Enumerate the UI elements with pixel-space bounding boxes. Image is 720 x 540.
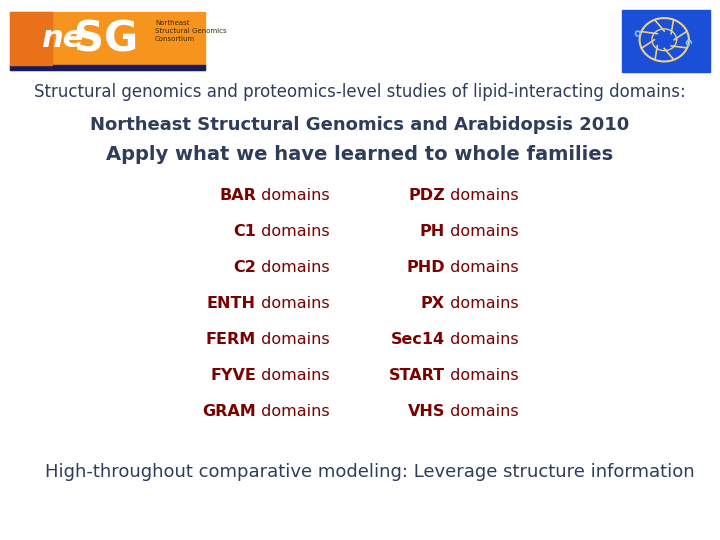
Text: Structural genomics and proteomics-level studies of lipid-interacting domains:: Structural genomics and proteomics-level…: [34, 83, 686, 101]
Text: C2: C2: [233, 260, 256, 274]
Bar: [622, 10, 710, 72]
Text: Northeast
Structural Genomics
Consortium: Northeast Structural Genomics Consortium: [155, 19, 227, 42]
Text: domains: domains: [445, 260, 518, 274]
Text: domains: domains: [256, 260, 330, 274]
Text: domains: domains: [445, 368, 518, 382]
Text: START: START: [389, 368, 445, 382]
Text: FYVE: FYVE: [210, 368, 256, 382]
Text: Apply what we have learned to whole families: Apply what we have learned to whole fami…: [107, 145, 613, 165]
Bar: [10, 65, 205, 70]
Text: Northeast Structural Genomics and Arabidopsis 2010: Northeast Structural Genomics and Arabid…: [91, 116, 629, 134]
Text: High-throughout comparative modeling: Leverage structure information: High-throughout comparative modeling: Le…: [45, 463, 695, 481]
Text: domains: domains: [445, 224, 518, 239]
Text: PDZ: PDZ: [408, 187, 445, 202]
Bar: [10, 12, 205, 70]
Text: domains: domains: [256, 187, 330, 202]
Text: Sec14: Sec14: [391, 332, 445, 347]
Text: GRAM: GRAM: [202, 403, 256, 418]
Text: domains: domains: [256, 224, 330, 239]
Text: C1: C1: [233, 224, 256, 239]
Text: ENTH: ENTH: [207, 295, 256, 310]
Text: domains: domains: [445, 403, 518, 418]
Text: BAR: BAR: [219, 187, 256, 202]
Text: PX: PX: [421, 295, 445, 310]
Text: SG: SG: [74, 19, 138, 61]
Text: PH: PH: [420, 224, 445, 239]
Text: domains: domains: [256, 295, 330, 310]
Text: domains: domains: [256, 368, 330, 382]
Bar: [10, 12, 52, 65]
Text: VHS: VHS: [408, 403, 445, 418]
Text: domains: domains: [256, 332, 330, 347]
Text: domains: domains: [256, 403, 330, 418]
Text: domains: domains: [445, 187, 518, 202]
Text: domains: domains: [445, 295, 518, 310]
Text: FERM: FERM: [206, 332, 256, 347]
Text: PHD: PHD: [406, 260, 445, 274]
Text: ne: ne: [41, 24, 84, 52]
Text: domains: domains: [445, 332, 518, 347]
